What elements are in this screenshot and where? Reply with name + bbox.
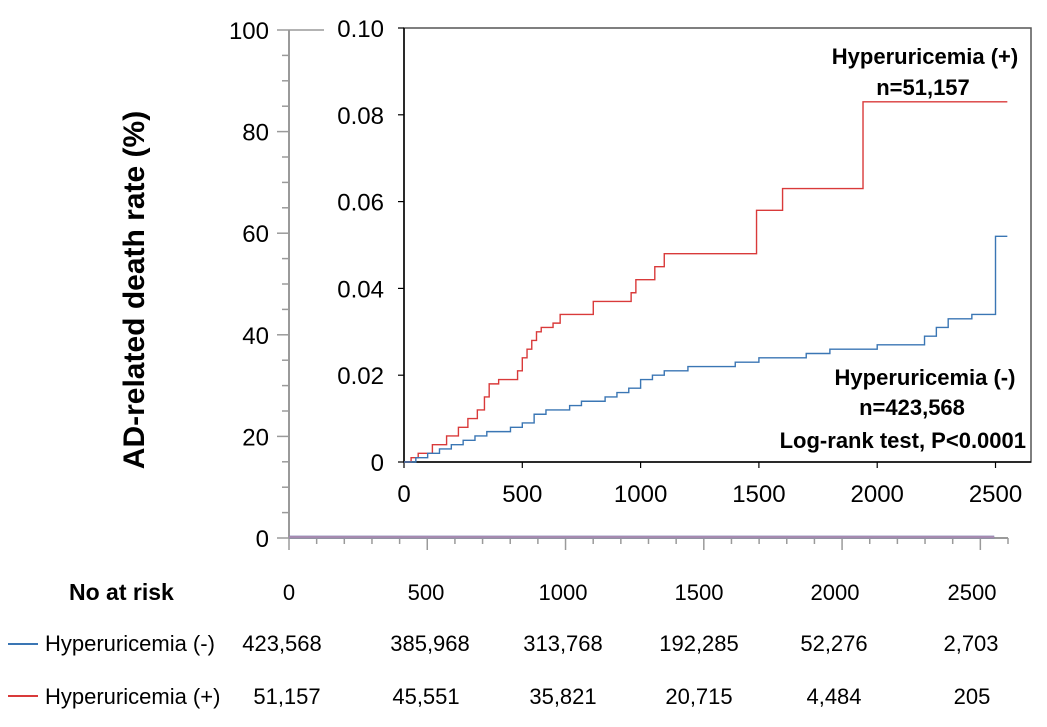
risk-column-header: 1000 [538, 580, 588, 605]
inset-y-tick-label: 0.10 [337, 16, 384, 43]
risk-value: 385,968 [390, 631, 470, 656]
risk-value: 4,484 [806, 684, 862, 709]
outer-y-tick-label: 0 [256, 526, 269, 553]
risk-row-label: Hyperuricemia (-) [45, 631, 215, 656]
annotation-plus-n: n=51,157 [876, 75, 970, 100]
annotation-minus-n: n=423,568 [859, 395, 965, 420]
risk-column-header: 2500 [947, 580, 997, 605]
outer-axes: 0 20 40 60 80 100 [229, 18, 1009, 553]
series-line-minus [404, 235, 1008, 463]
annotation-plus-label: Hyperuricemia (+) [832, 44, 1018, 69]
outer-y-tick-label: 40 [242, 323, 269, 350]
risk-table-header: No at risk [69, 579, 174, 605]
inset-x-tick-label: 1000 [614, 481, 667, 508]
legend-line-minus [8, 643, 38, 645]
inset-x-tick-label: 0 [397, 481, 410, 508]
outer-y-tick-label: 20 [242, 424, 269, 451]
inset-plot: 0 0.02 0.04 0.06 0.08 0.10 0 500 1000 1500 2000 250… [289, 16, 1032, 508]
risk-value: 313,768 [523, 631, 603, 656]
risk-value: 205 [953, 684, 991, 709]
outer-y-tick-label: 60 [242, 221, 269, 248]
risk-value: 192,285 [659, 631, 739, 656]
risk-column-header: 0 [282, 580, 296, 605]
risk-value: 35,821 [529, 684, 597, 709]
inset-y-tick-label: 0.02 [337, 363, 384, 390]
risk-column-header: 500 [407, 580, 445, 605]
km-chart: AD-related death rate (%) 0 20 40 60 80 100 0… [118, 16, 1032, 553]
inset-frame [403, 27, 1032, 463]
inset-y-tick-label: 0 [371, 450, 384, 477]
risk-column-header: 2000 [810, 580, 860, 605]
risk-column-header: 1500 [674, 580, 724, 605]
y-axis-label: AD-related death rate (%) [118, 111, 151, 469]
risk-value: 45,551 [392, 684, 460, 709]
outer-y-tick-label: 100 [229, 18, 269, 45]
risk-value: 423,568 [242, 631, 322, 656]
risk-value: 52,276 [800, 631, 868, 656]
inset-y-tick-label: 0.08 [337, 103, 384, 130]
annotation-minus-label: Hyperuricemia (-) [835, 365, 1016, 390]
inset-x-tick-label: 500 [502, 481, 542, 508]
risk-value: 20,715 [665, 684, 733, 709]
annotation-logrank: Log-rank test, P<0.0001 [780, 428, 1026, 453]
inset-x-tick-label: 2500 [969, 481, 1022, 508]
inset-y-tick-label: 0.04 [337, 276, 384, 303]
legend-line-plus [8, 695, 38, 697]
inset-x-tick-label: 2000 [851, 481, 904, 508]
series-line-plus [404, 101, 1008, 463]
risk-row-label: Hyperuricemia (+) [45, 684, 221, 709]
risk-value: 51,157 [253, 684, 321, 709]
risk-value: 2,703 [943, 631, 999, 656]
inset-y-tick-label: 0.06 [337, 190, 384, 217]
inset-x-tick-label: 1500 [732, 481, 785, 508]
outer-y-tick-label: 80 [242, 120, 269, 147]
